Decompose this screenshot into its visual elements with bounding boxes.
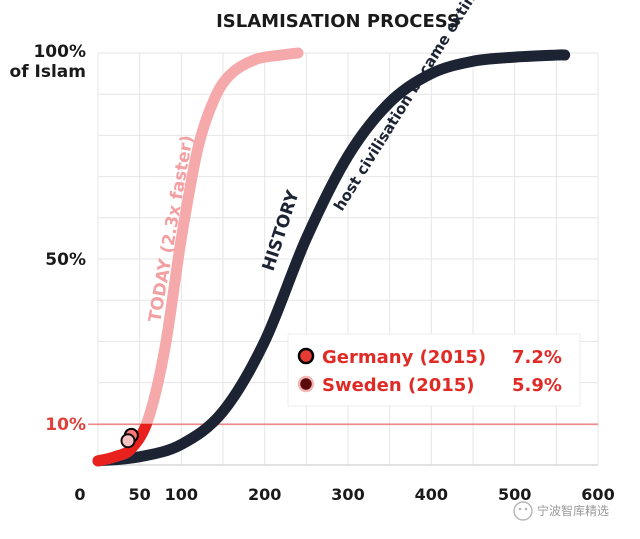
chart-title: ISLAMISATION PROCESS — [216, 11, 460, 32]
wechat-icon-eye-right — [524, 507, 528, 511]
history-subtitle-label: host civilisation became extinct — [330, 0, 488, 214]
legend-box — [287, 333, 581, 407]
watermark: 宁波智库精选 — [513, 501, 609, 521]
y-tick-label: 50% — [45, 250, 86, 270]
legend-value: 7.2% — [512, 347, 562, 368]
y-tick-label: 10% — [45, 415, 86, 435]
x-tick-label: 200 — [248, 485, 281, 504]
x-tick-label: 500 — [498, 485, 531, 504]
wechat-icon — [513, 501, 533, 521]
legend: Germany (2015) 7.2% Sweden (2015) 5.9% — [287, 333, 581, 407]
legend-label: Germany (2015) — [322, 347, 486, 368]
legend-label: Sweden (2015) — [322, 375, 475, 396]
today-highlight-line — [92, 423, 153, 467]
series-layer — [92, 47, 571, 467]
x-tick-label: 100 — [165, 485, 198, 504]
points-layer — [120, 427, 139, 449]
wechat-icon-eye-left — [518, 507, 522, 511]
x-tick-label: 400 — [415, 485, 448, 504]
data-point-sweden — [120, 433, 136, 449]
legend-marker-germany — [297, 347, 315, 365]
x-tick-label: 300 — [331, 485, 364, 504]
x-tick-label: 50 — [129, 485, 151, 504]
y-tick-label: 100% — [33, 42, 86, 62]
x-tick-label: 0 — [74, 485, 85, 504]
legend-marker-sweden — [297, 375, 315, 393]
series-history-line — [92, 49, 571, 467]
x-tick-label: 600 — [581, 485, 614, 504]
legend-value: 5.9% — [512, 375, 562, 396]
watermark-text: 宁波智库精选 — [537, 503, 609, 518]
x-axis-ticks: 0 50 100 200 300 400 500 600 — [74, 485, 614, 504]
y-axis-ticks: 100%of Islam 50% 10% — [10, 42, 86, 435]
chart-grid — [97, 52, 599, 466]
y-tick-label-sub: of Islam — [10, 62, 86, 82]
